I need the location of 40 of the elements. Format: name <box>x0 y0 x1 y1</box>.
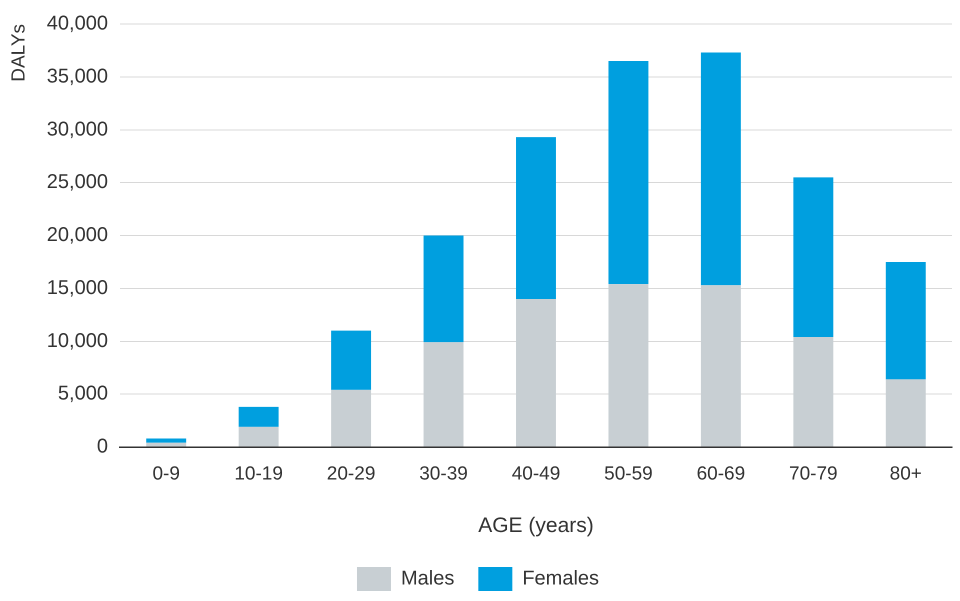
x-tick-label: 10-19 <box>234 464 283 485</box>
x-tick-label: 70-79 <box>789 464 838 485</box>
y-tick-label: 35,000 <box>46 65 108 88</box>
bar <box>331 330 372 390</box>
bar <box>516 137 556 299</box>
bar <box>608 61 648 284</box>
x-tick-label: 20-29 <box>326 464 376 485</box>
legend-label: Males <box>400 568 454 590</box>
bar <box>516 298 556 446</box>
y-tick-label: 0 <box>96 436 108 458</box>
bar <box>331 390 372 446</box>
bar <box>238 426 279 446</box>
y-tick-label: 5,000 <box>58 382 108 405</box>
bar <box>886 379 926 446</box>
x-tick-label: 30-39 <box>419 464 468 485</box>
y-tick-label: 15,000 <box>46 276 108 299</box>
legend-label: Females <box>522 568 600 590</box>
y-tick-label: 40,000 <box>46 12 108 35</box>
y-axis-title: DALYs <box>8 24 30 82</box>
bar <box>793 177 834 338</box>
bar <box>700 52 741 286</box>
bar <box>424 236 464 342</box>
y-tick-label: 30,000 <box>46 118 108 140</box>
y-tick-label: 20,000 <box>46 224 108 246</box>
bar <box>886 262 926 380</box>
bar <box>700 285 741 446</box>
x-tick-label: 50-59 <box>604 464 653 485</box>
bar <box>608 284 648 446</box>
x-tick-label: 0-9 <box>152 464 180 485</box>
bar <box>424 342 464 446</box>
y-tick-label: 10,000 <box>46 330 108 352</box>
bar <box>146 438 186 443</box>
x-tick-label: 60-69 <box>696 464 746 485</box>
x-tick-label: 40-49 <box>512 464 560 485</box>
x-axis-title: AGE (years) <box>478 514 594 538</box>
x-tick-label: 80+ <box>890 464 922 485</box>
bar <box>793 337 834 446</box>
bar <box>146 442 186 446</box>
bar <box>238 406 279 427</box>
y-tick-label: 25,000 <box>46 171 108 194</box>
